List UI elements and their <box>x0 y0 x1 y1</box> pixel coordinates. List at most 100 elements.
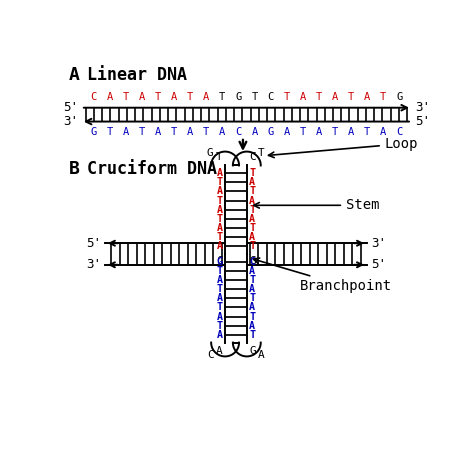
Text: T: T <box>348 92 354 102</box>
Text: C: C <box>207 350 214 360</box>
Text: A: A <box>249 196 255 206</box>
Text: G: G <box>217 257 223 267</box>
Text: A: A <box>249 284 255 294</box>
Text: T: T <box>249 330 255 340</box>
Text: T: T <box>107 127 113 137</box>
Text: 3': 3' <box>86 258 101 271</box>
Text: A: A <box>217 293 223 303</box>
Text: T: T <box>123 92 129 102</box>
Text: T: T <box>249 186 255 196</box>
Text: A: A <box>332 92 338 102</box>
Text: A: A <box>217 205 223 215</box>
Text: 5': 5' <box>415 115 430 128</box>
Text: C: C <box>267 92 273 102</box>
Text: A: A <box>171 92 177 102</box>
Text: A: A <box>219 127 226 137</box>
Text: A: A <box>249 302 255 312</box>
Text: T: T <box>217 302 223 312</box>
Text: C: C <box>249 152 256 163</box>
Text: A: A <box>217 223 223 233</box>
Text: T: T <box>316 92 322 102</box>
Text: T: T <box>258 148 265 158</box>
Text: T: T <box>217 177 223 187</box>
Text: A: A <box>217 311 223 321</box>
Text: T: T <box>380 92 386 102</box>
Text: A: A <box>249 214 255 224</box>
Text: T: T <box>171 127 177 137</box>
Text: T: T <box>217 214 223 224</box>
Text: 3': 3' <box>415 101 430 114</box>
Text: A: A <box>364 92 370 102</box>
Text: T: T <box>139 127 145 137</box>
Text: A: A <box>316 127 322 137</box>
Text: T: T <box>251 92 257 102</box>
Text: A: A <box>217 275 223 285</box>
Text: T: T <box>217 266 223 276</box>
Text: G: G <box>396 92 402 102</box>
Text: T: T <box>217 284 223 294</box>
Text: A: A <box>139 92 145 102</box>
Text: C: C <box>396 127 402 137</box>
Text: T: T <box>300 127 306 137</box>
Text: 5': 5' <box>86 237 101 250</box>
Text: A: A <box>348 127 354 137</box>
Text: A: A <box>217 330 223 340</box>
Text: T: T <box>249 241 255 251</box>
Text: Cruciform DNA: Cruciform DNA <box>87 160 217 178</box>
Text: T: T <box>217 232 223 242</box>
Text: T: T <box>364 127 370 137</box>
Text: Linear DNA: Linear DNA <box>87 66 187 84</box>
Text: G: G <box>249 346 256 356</box>
Text: T: T <box>283 92 290 102</box>
Text: A: A <box>249 321 255 331</box>
Text: Loop: Loop <box>268 137 418 158</box>
Text: A: A <box>69 66 80 84</box>
Text: A: A <box>249 177 255 187</box>
Text: T: T <box>217 321 223 331</box>
Text: G: G <box>207 148 214 158</box>
Text: C: C <box>216 255 223 265</box>
Text: T: T <box>219 92 226 102</box>
Text: C: C <box>91 92 97 102</box>
Text: A: A <box>380 127 386 137</box>
Text: T: T <box>216 152 223 163</box>
Text: 3': 3' <box>63 115 78 128</box>
Text: A: A <box>203 92 210 102</box>
Text: T: T <box>249 205 255 215</box>
Text: G: G <box>267 127 273 137</box>
Text: A: A <box>187 127 193 137</box>
Text: A: A <box>217 241 223 251</box>
Text: A: A <box>217 168 223 178</box>
Text: A: A <box>249 232 255 242</box>
Text: A: A <box>251 127 257 137</box>
Text: Stem: Stem <box>254 198 380 212</box>
Text: A: A <box>216 346 223 356</box>
Text: A: A <box>249 266 255 276</box>
Text: T: T <box>187 92 193 102</box>
Text: 3': 3' <box>371 237 386 250</box>
Text: 5': 5' <box>63 101 78 114</box>
Text: T: T <box>249 168 255 178</box>
Text: T: T <box>249 311 255 321</box>
Text: T: T <box>155 92 161 102</box>
Text: 5': 5' <box>371 258 386 271</box>
Text: G: G <box>91 127 97 137</box>
Text: A: A <box>300 92 306 102</box>
Text: T: T <box>249 293 255 303</box>
Text: T: T <box>249 223 255 233</box>
Text: T: T <box>332 127 338 137</box>
Text: G: G <box>235 92 241 102</box>
Text: Branchpoint: Branchpoint <box>254 258 392 293</box>
Text: A: A <box>217 186 223 196</box>
Text: G: G <box>249 255 256 265</box>
Text: A: A <box>155 127 161 137</box>
Text: T: T <box>203 127 210 137</box>
Text: A: A <box>107 92 113 102</box>
Text: B: B <box>69 160 80 178</box>
Text: C: C <box>249 257 255 267</box>
Text: T: T <box>249 275 255 285</box>
Text: C: C <box>235 127 241 137</box>
Text: A: A <box>123 127 129 137</box>
Text: T: T <box>217 196 223 206</box>
Text: A: A <box>258 350 265 360</box>
